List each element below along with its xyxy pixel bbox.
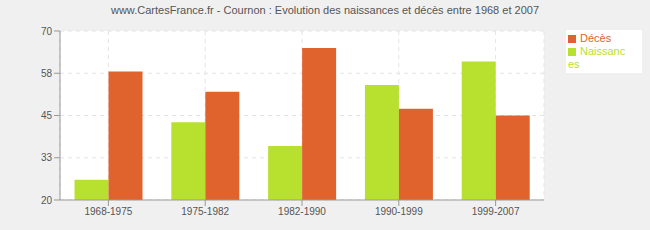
svg-text:45: 45	[41, 110, 53, 121]
svg-text:1968-1975: 1968-1975	[84, 206, 132, 217]
svg-text:1975-1982: 1975-1982	[181, 206, 229, 217]
html-text:www.CartesFrance.fr - Cournon: www.CartesFrance.fr - Cournon : Evolutio…	[111, 4, 539, 16]
svg-text:20: 20	[41, 195, 53, 206]
svg-text:1982-1990: 1982-1990	[278, 206, 326, 217]
svg-text:58: 58	[41, 68, 53, 79]
html-text:Naissances: Naissances	[568, 45, 626, 70]
svg-text:1999-2007: 1999-2007	[472, 206, 520, 217]
svg-text:1990-1999: 1990-1999	[375, 206, 423, 217]
html-text:Décès: Décès	[580, 32, 612, 44]
svg-text:33: 33	[41, 152, 53, 163]
svg-text:70: 70	[41, 26, 53, 37]
